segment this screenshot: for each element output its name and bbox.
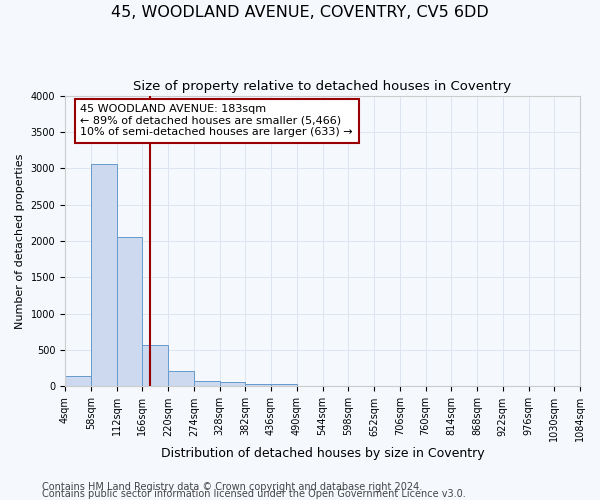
Bar bbox=[271, 384, 297, 386]
Text: 45 WOODLAND AVENUE: 183sqm
← 89% of detached houses are smaller (5,466)
10% of s: 45 WOODLAND AVENUE: 183sqm ← 89% of deta… bbox=[80, 104, 353, 138]
Text: Contains public sector information licensed under the Open Government Licence v3: Contains public sector information licen… bbox=[42, 489, 466, 499]
Bar bbox=[245, 384, 271, 386]
X-axis label: Distribution of detached houses by size in Coventry: Distribution of detached houses by size … bbox=[161, 447, 484, 460]
Bar bbox=[194, 380, 220, 386]
Text: 45, WOODLAND AVENUE, COVENTRY, CV5 6DD: 45, WOODLAND AVENUE, COVENTRY, CV5 6DD bbox=[111, 5, 489, 20]
Bar bbox=[168, 371, 194, 386]
Bar bbox=[142, 345, 168, 387]
Bar bbox=[116, 236, 142, 386]
Text: Contains HM Land Registry data © Crown copyright and database right 2024.: Contains HM Land Registry data © Crown c… bbox=[42, 482, 422, 492]
Bar bbox=[65, 376, 91, 386]
Title: Size of property relative to detached houses in Coventry: Size of property relative to detached ho… bbox=[133, 80, 512, 93]
Y-axis label: Number of detached properties: Number of detached properties bbox=[15, 154, 25, 328]
Bar bbox=[91, 164, 116, 386]
Bar bbox=[220, 382, 245, 386]
